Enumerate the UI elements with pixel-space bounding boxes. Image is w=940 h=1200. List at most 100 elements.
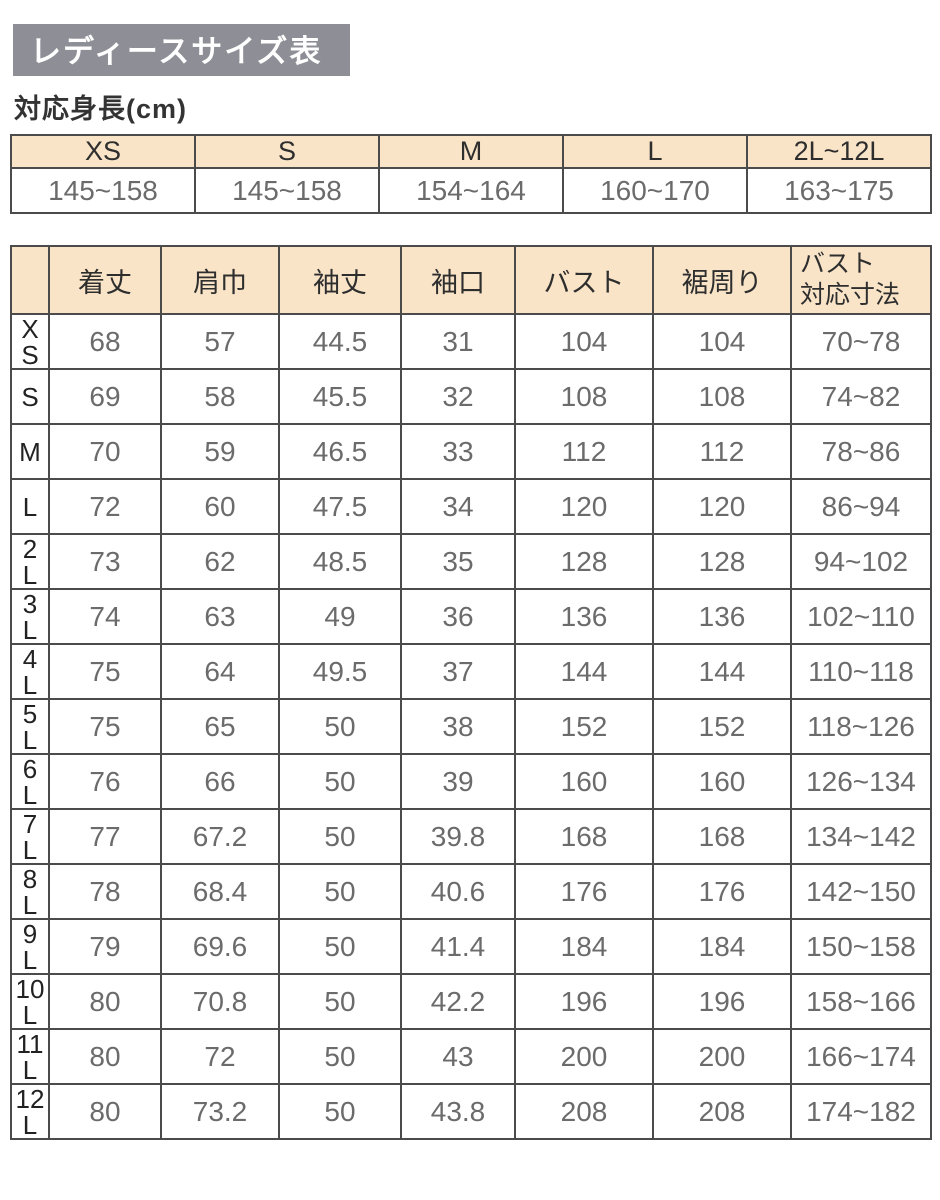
size-value-cell: 112 — [652, 423, 792, 480]
size-value-cell: 78~86 — [790, 423, 932, 480]
size-table-row: 12 L 80 73.2 50 43.8 208 208 174~182 — [10, 1083, 932, 1140]
size-value-cell: 160 — [652, 753, 792, 810]
size-value-cell: 118~126 — [790, 698, 932, 755]
size-value-cell: 64 — [160, 643, 280, 700]
height-size-header: S — [194, 134, 380, 169]
size-value-cell: 144 — [514, 643, 654, 700]
size-value-cell: 70.8 — [160, 973, 280, 1030]
size-value-cell: 79 — [48, 918, 162, 975]
size-value-cell: 62 — [160, 533, 280, 590]
size-table-column-header: バスト 対応寸法 — [790, 245, 932, 315]
size-value-cell: 86~94 — [790, 478, 932, 535]
height-size-header: M — [378, 134, 564, 169]
size-value-cell: 70~78 — [790, 313, 932, 370]
size-value-cell: 59 — [160, 423, 280, 480]
size-value-cell: 38 — [400, 698, 516, 755]
height-table: XS S M L 2L~12L 145~158 145~158 154~164 160~170… — [10, 134, 932, 214]
size-value-cell: 128 — [652, 533, 792, 590]
size-value-cell: 120 — [514, 478, 654, 535]
size-value-cell: 108 — [652, 368, 792, 425]
size-value-cell: 208 — [514, 1083, 654, 1140]
height-table-header-row: XS S M L 2L~12L — [10, 134, 932, 169]
size-row-label: 9 L — [10, 918, 50, 975]
size-value-cell: 104 — [514, 313, 654, 370]
size-table-row: S 69 58 45.5 32 108 108 74~82 — [10, 368, 932, 425]
size-value-cell: 50 — [278, 973, 402, 1030]
size-row-label: 4 L — [10, 643, 50, 700]
size-value-cell: 168 — [514, 808, 654, 865]
size-table-row: L 72 60 47.5 34 120 120 86~94 — [10, 478, 932, 535]
size-value-cell: 34 — [400, 478, 516, 535]
size-value-cell: 176 — [652, 863, 792, 920]
size-row-label: 12 L — [10, 1083, 50, 1140]
size-value-cell: 39.8 — [400, 808, 516, 865]
height-table-label: 対応身長(cm) — [14, 94, 188, 124]
height-range-value: 154~164 — [378, 167, 564, 214]
size-value-cell: 46.5 — [278, 423, 402, 480]
size-table-body: X S 68 57 44.5 31 104 104 70~78 S 69 58 45.5 32 108 10… — [10, 313, 932, 1140]
size-value-cell: 144 — [652, 643, 792, 700]
size-table-row: 7 L 77 67.2 50 39.8 168 168 134~142 — [10, 808, 932, 865]
size-value-cell: 200 — [652, 1028, 792, 1085]
height-size-header: XS — [10, 134, 196, 169]
size-value-cell: 72 — [48, 478, 162, 535]
size-value-cell: 65 — [160, 698, 280, 755]
size-value-cell: 49.5 — [278, 643, 402, 700]
size-value-cell: 68.4 — [160, 863, 280, 920]
size-value-cell: 69 — [48, 368, 162, 425]
size-table-column-header: 袖口 — [400, 245, 516, 315]
size-row-label: S — [10, 368, 50, 425]
size-value-cell: 80 — [48, 973, 162, 1030]
size-value-cell: 50 — [278, 753, 402, 810]
size-value-cell: 77 — [48, 808, 162, 865]
size-value-cell: 50 — [278, 918, 402, 975]
size-row-label: 11 L — [10, 1028, 50, 1085]
size-table-row: M 70 59 46.5 33 112 112 78~86 — [10, 423, 932, 480]
size-table-row: 6 L 76 66 50 39 160 160 126~134 — [10, 753, 932, 810]
size-value-cell: 33 — [400, 423, 516, 480]
size-value-cell: 58 — [160, 368, 280, 425]
size-value-cell: 174~182 — [790, 1083, 932, 1140]
size-value-cell: 168 — [652, 808, 792, 865]
size-table-row: 9 L 79 69.6 50 41.4 184 184 150~158 — [10, 918, 932, 975]
size-row-label: 2 L — [10, 533, 50, 590]
size-value-cell: 42.2 — [400, 973, 516, 1030]
size-table-column-header: 裾周り — [652, 245, 792, 315]
height-size-header: 2L~12L — [746, 134, 932, 169]
size-value-cell: 50 — [278, 1028, 402, 1085]
size-value-cell: 50 — [278, 698, 402, 755]
size-value-cell: 196 — [652, 973, 792, 1030]
size-value-cell: 47.5 — [278, 478, 402, 535]
size-value-cell: 104 — [652, 313, 792, 370]
size-value-cell: 134~142 — [790, 808, 932, 865]
size-value-cell: 200 — [514, 1028, 654, 1085]
size-value-cell: 72 — [160, 1028, 280, 1085]
size-value-cell: 57 — [160, 313, 280, 370]
size-value-cell: 158~166 — [790, 973, 932, 1030]
size-value-cell: 176 — [514, 863, 654, 920]
size-table-column-header: 肩巾 — [160, 245, 280, 315]
height-range-value: 145~158 — [10, 167, 196, 214]
height-range-value: 160~170 — [562, 167, 748, 214]
size-row-label: 6 L — [10, 753, 50, 810]
size-value-cell: 136 — [652, 588, 792, 645]
size-value-cell: 102~110 — [790, 588, 932, 645]
size-value-cell: 184 — [652, 918, 792, 975]
size-table-row: 4 L 75 64 49.5 37 144 144 110~118 — [10, 643, 932, 700]
size-value-cell: 67.2 — [160, 808, 280, 865]
size-value-cell: 75 — [48, 643, 162, 700]
size-value-cell: 136 — [514, 588, 654, 645]
size-value-cell: 31 — [400, 313, 516, 370]
size-table-row: 2 L 73 62 48.5 35 128 128 94~102 — [10, 533, 932, 590]
size-value-cell: 94~102 — [790, 533, 932, 590]
size-row-label: M — [10, 423, 50, 480]
size-value-cell: 152 — [652, 698, 792, 755]
size-row-label: 3 L — [10, 588, 50, 645]
size-value-cell: 74~82 — [790, 368, 932, 425]
height-range-value: 145~158 — [194, 167, 380, 214]
size-value-cell: 50 — [278, 863, 402, 920]
size-value-cell: 80 — [48, 1083, 162, 1140]
size-table-row: 5 L 75 65 50 38 152 152 118~126 — [10, 698, 932, 755]
size-value-cell: 43.8 — [400, 1083, 516, 1140]
